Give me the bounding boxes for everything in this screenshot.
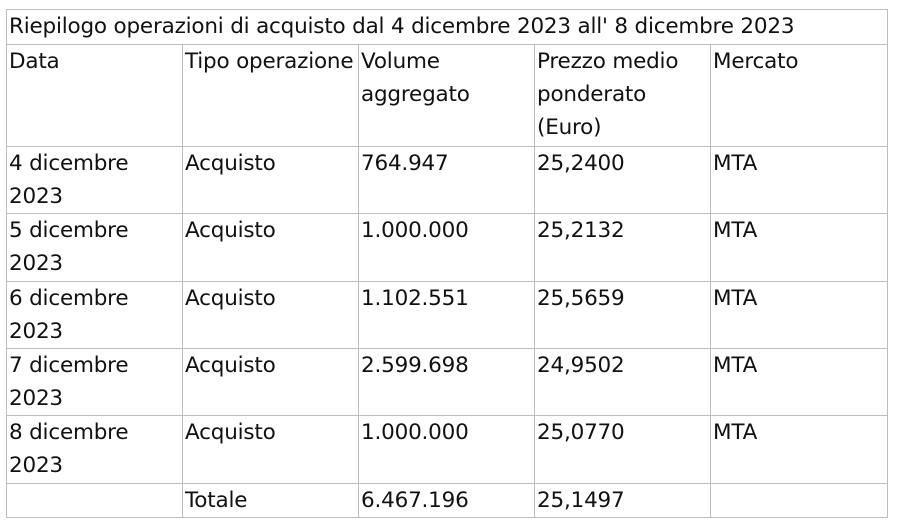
total-empty-cell — [6, 483, 183, 518]
row-date: 6 dicembre 2023 — [6, 281, 183, 349]
row-market: MTA — [709, 281, 889, 349]
table-row: 8 dicembre 2023 Acquisto 1.000.000 25,07… — [6, 415, 889, 484]
row-volume: 1.000.000 — [358, 415, 535, 484]
row-price: 25,2132 — [534, 213, 711, 282]
row-operation-type: Acquisto — [182, 146, 359, 214]
row-price: 25,0770 — [534, 415, 711, 484]
table-row: 6 dicembre 2023 Acquisto 1.102.551 25,56… — [6, 281, 889, 349]
row-operation-type: Acquisto — [182, 348, 359, 416]
header-weighted-average-price: Prezzo medio ponderato (Euro) — [534, 44, 711, 147]
row-volume: 1.102.551 — [358, 281, 535, 349]
title-row: Riepilogo operazioni di acquisto dal 4 d… — [5, 9, 889, 45]
row-price: 25,2400 — [534, 146, 711, 214]
header-operation-type: Tipo operazione — [182, 44, 359, 147]
row-operation-type: Acquisto — [182, 281, 359, 349]
table-row: 7 dicembre 2023 Acquisto 2.599.698 24,95… — [6, 348, 889, 416]
row-volume: 2.599.698 — [358, 348, 535, 416]
row-date: 8 dicembre 2023 — [6, 415, 183, 484]
total-row: Totale 6.467.196 25,1497 — [6, 483, 889, 518]
row-price: 25,5659 — [534, 281, 711, 349]
row-date: 7 dicembre 2023 — [6, 348, 183, 416]
purchase-summary-table: Riepilogo operazioni di acquisto dal 4 d… — [5, 9, 889, 518]
row-operation-type: Acquisto — [182, 213, 359, 282]
total-volume: 6.467.196 — [358, 483, 535, 518]
total-label: Totale — [182, 483, 359, 518]
row-operation-type: Acquisto — [182, 415, 359, 484]
total-price: 25,1497 — [534, 483, 711, 518]
row-market: MTA — [709, 146, 889, 214]
table-title: Riepilogo operazioni di acquisto dal 4 d… — [5, 9, 889, 45]
table-row: 4 dicembre 2023 Acquisto 764.947 25,2400… — [6, 146, 889, 214]
header-market: Mercato — [709, 44, 889, 147]
row-date: 5 dicembre 2023 — [6, 213, 183, 282]
header-aggregate-volume: Volume aggregato — [358, 44, 535, 147]
row-volume: 764.947 — [358, 146, 535, 214]
row-market: MTA — [709, 213, 889, 282]
row-market: MTA — [709, 348, 889, 416]
row-price: 24,9502 — [534, 348, 711, 416]
total-market-empty-cell — [709, 483, 889, 518]
header-row: Data Tipo operazione Volume aggregato Pr… — [6, 44, 889, 147]
header-date: Data — [6, 44, 183, 147]
row-volume: 1.000.000 — [358, 213, 535, 282]
row-date: 4 dicembre 2023 — [6, 146, 183, 214]
row-market: MTA — [709, 415, 889, 484]
table-row: 5 dicembre 2023 Acquisto 1.000.000 25,21… — [6, 213, 889, 282]
